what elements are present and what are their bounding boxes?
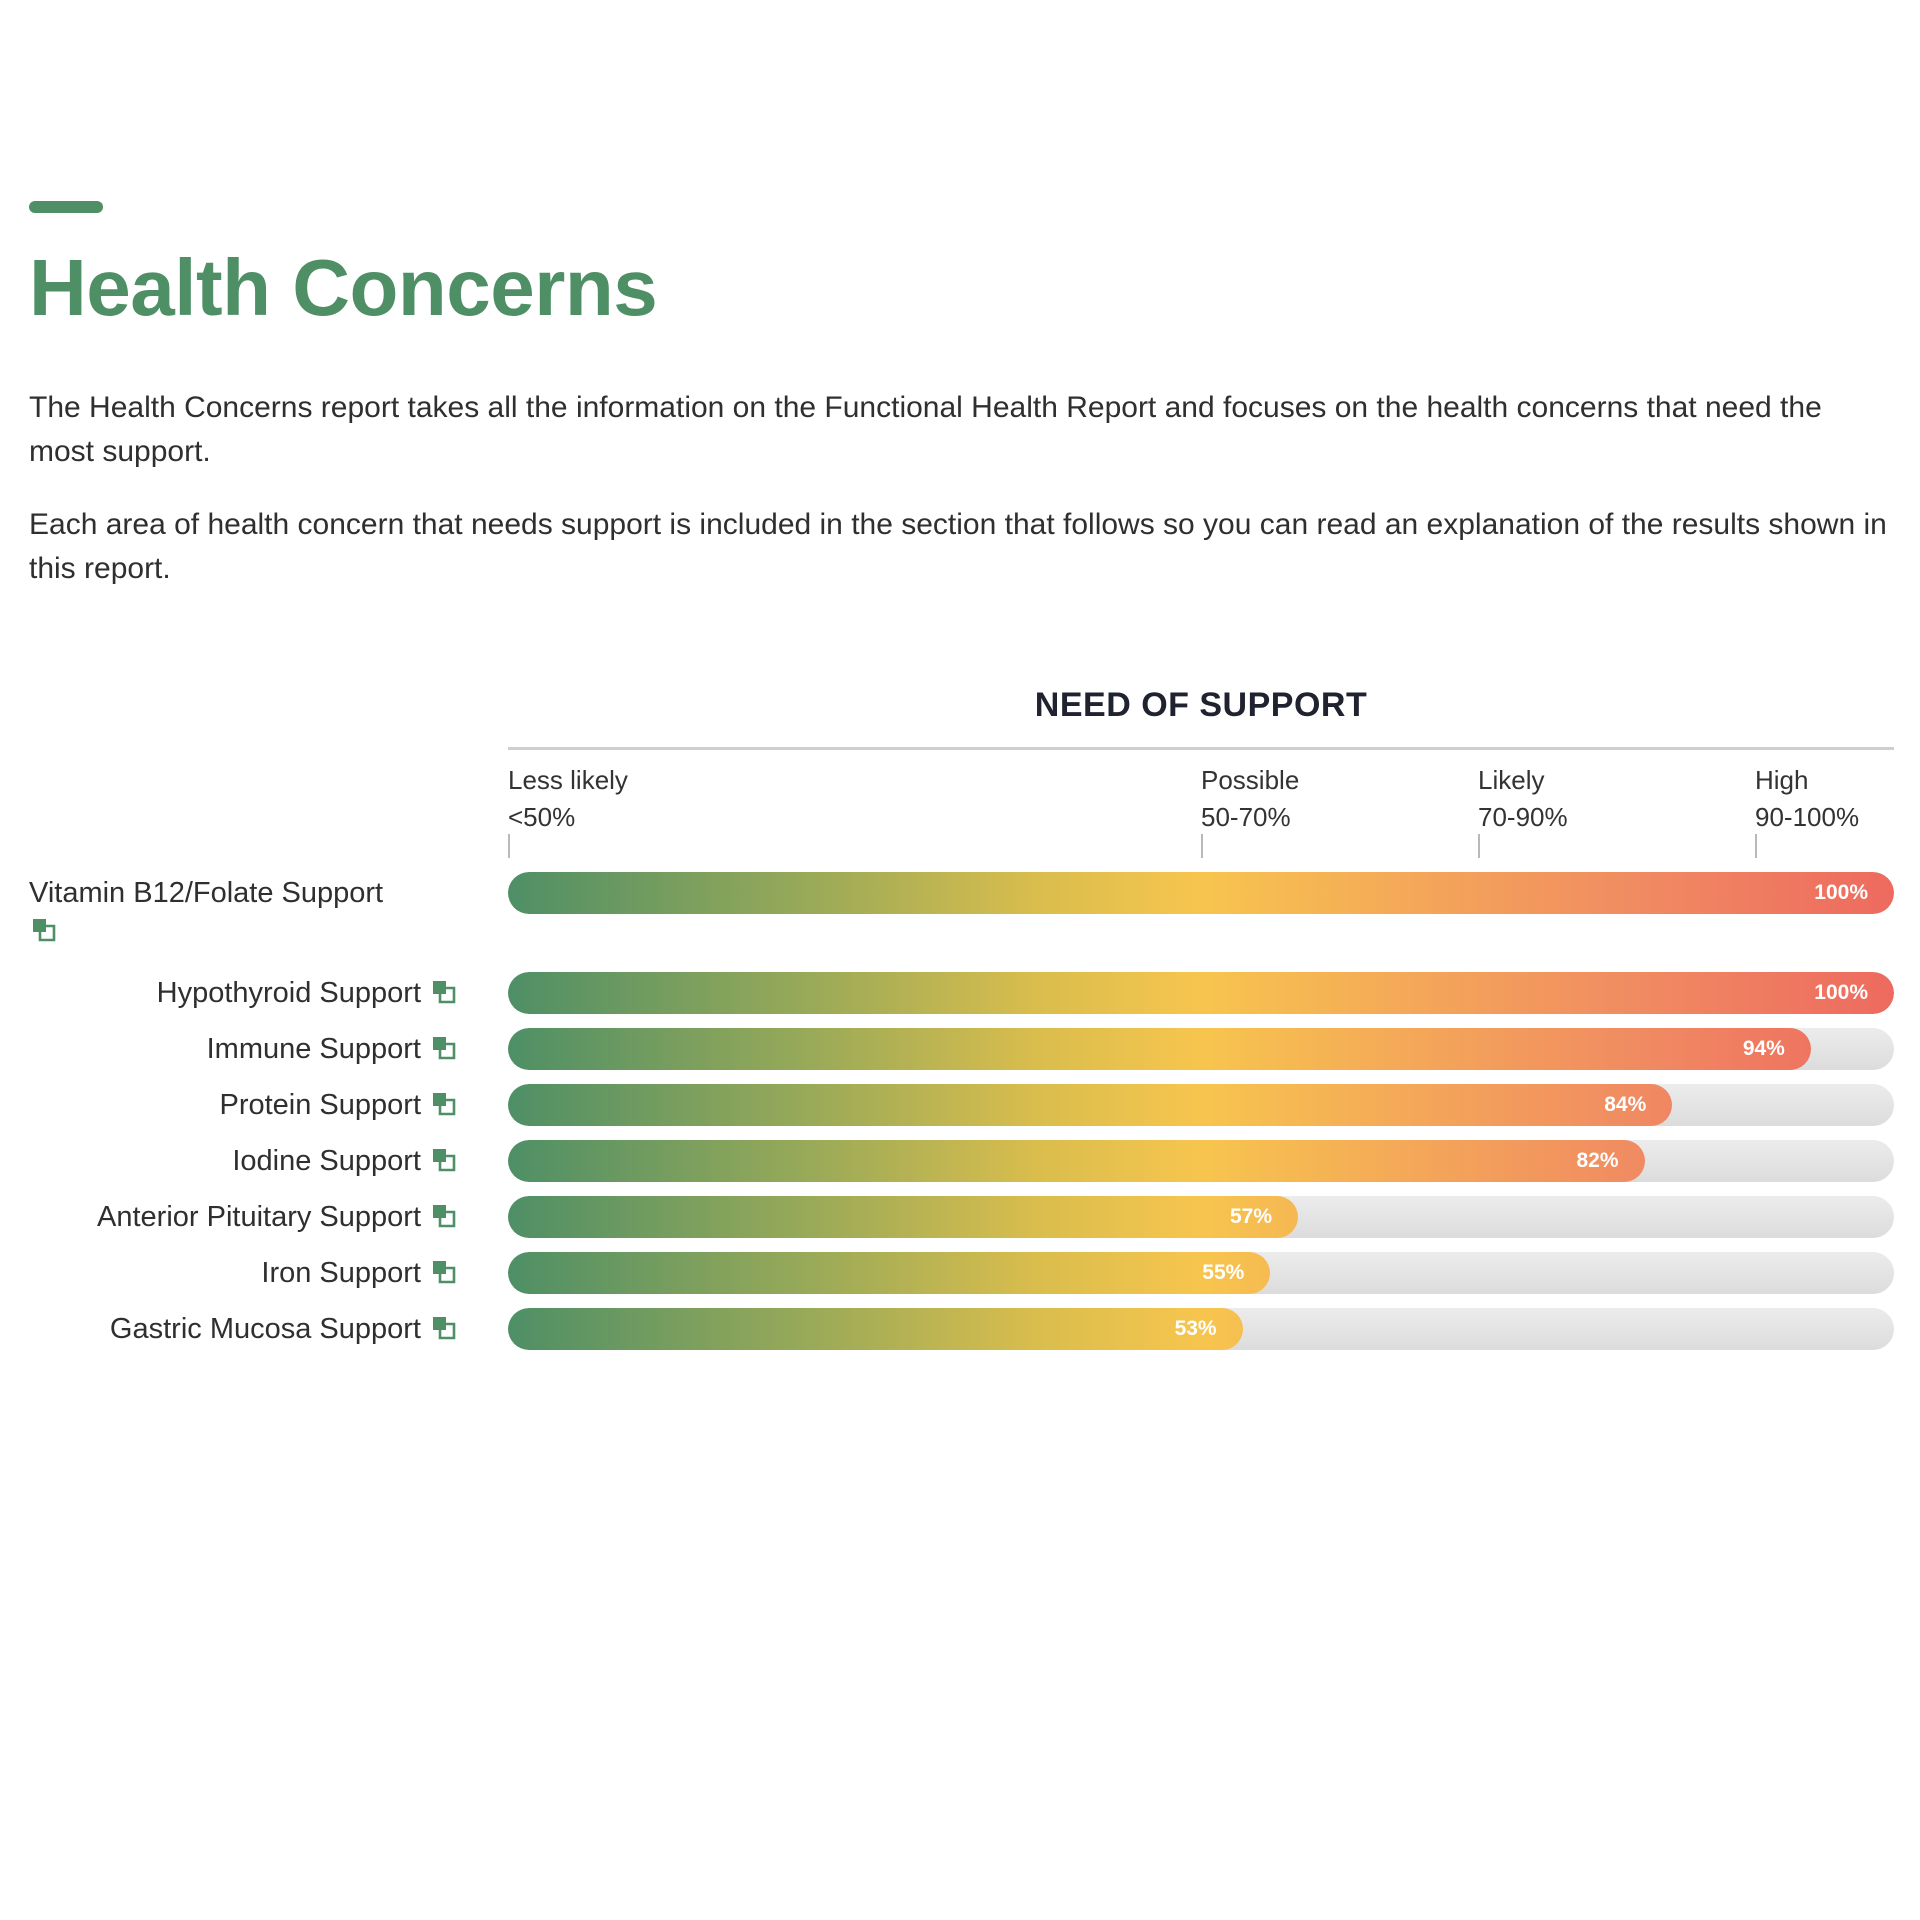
document-link-icon[interactable] bbox=[431, 1035, 457, 1061]
data-label: 55% bbox=[1202, 1261, 1245, 1284]
category-name: Anterior Pituitary Support bbox=[97, 1201, 421, 1233]
bar-track: 82% bbox=[508, 1140, 1894, 1182]
band-name: Less likely bbox=[508, 765, 628, 795]
band-tick bbox=[1478, 834, 1480, 858]
band-tick bbox=[1201, 834, 1203, 858]
category-name: Iron Support bbox=[261, 1257, 421, 1289]
category-label: Iodine Support bbox=[232, 1141, 457, 1181]
band-likely: Likely 70-90% bbox=[1478, 762, 1568, 858]
bar-track: 53% bbox=[508, 1308, 1894, 1350]
intro-paragraph-2: Each area of health concern that needs s… bbox=[29, 508, 1887, 585]
category-name: Vitamin B12/Folate Support bbox=[29, 877, 384, 909]
data-label: 82% bbox=[1576, 1149, 1619, 1172]
band-range: 50-70% bbox=[1201, 802, 1291, 832]
band-range: 90-100% bbox=[1755, 802, 1860, 832]
data-label: 84% bbox=[1604, 1093, 1647, 1116]
category-label: Anterior Pituitary Support bbox=[97, 1197, 457, 1237]
data-label: 53% bbox=[1174, 1317, 1217, 1340]
document-link-icon[interactable] bbox=[431, 1091, 457, 1117]
band-name: High bbox=[1755, 765, 1809, 795]
data-label: 100% bbox=[1814, 881, 1868, 904]
category-label: Immune Support bbox=[207, 1029, 457, 1069]
page-title: Health Concerns bbox=[29, 243, 658, 332]
band-range: <50% bbox=[508, 802, 576, 832]
bar-track: 55% bbox=[508, 1252, 1894, 1294]
category-label: Gastric Mucosa Support bbox=[110, 1309, 457, 1349]
chart-title: NEED OF SUPPORT bbox=[1034, 686, 1368, 724]
bar-track: 100% bbox=[508, 972, 1894, 1014]
category-name: Immune Support bbox=[206, 1033, 421, 1065]
bar bbox=[508, 872, 1894, 914]
category-label: Protein Support bbox=[219, 1085, 457, 1125]
title-accent-line bbox=[29, 201, 103, 213]
band-high: High 90-100% bbox=[1755, 762, 1860, 858]
bar-track: 84% bbox=[508, 1084, 1894, 1126]
intro-paragraph-1: The Health Concerns report takes all the… bbox=[29, 391, 1822, 468]
bar-track: 100% bbox=[508, 872, 1894, 914]
category-name: Protein Support bbox=[219, 1089, 421, 1121]
category-name: Gastric Mucosa Support bbox=[109, 1313, 421, 1345]
data-label: 94% bbox=[1742, 1037, 1785, 1060]
chart-header-divider bbox=[508, 747, 1894, 750]
bar bbox=[508, 1028, 1811, 1070]
bar-track: 94% bbox=[508, 1028, 1894, 1070]
band-less-likely: Less likely <50% bbox=[508, 762, 628, 858]
bar bbox=[508, 1140, 1645, 1182]
document-link-icon[interactable] bbox=[431, 1147, 457, 1173]
category-label: Iron Support bbox=[261, 1253, 457, 1293]
band-range: 70-90% bbox=[1478, 802, 1568, 832]
document-link-icon[interactable] bbox=[431, 1315, 457, 1341]
document-link-icon[interactable] bbox=[431, 979, 457, 1005]
bar bbox=[508, 1196, 1299, 1238]
band-tick bbox=[1755, 834, 1757, 858]
data-label: 100% bbox=[1814, 981, 1868, 1004]
category-label: Hypothyroid Support bbox=[157, 973, 457, 1013]
bar-track: 57% bbox=[508, 1196, 1894, 1238]
data-label: 57% bbox=[1230, 1205, 1273, 1228]
band-tick bbox=[508, 834, 510, 858]
band-name: Possible bbox=[1201, 765, 1300, 795]
band-name: Likely bbox=[1478, 765, 1545, 795]
band-possible: Possible 50-70% bbox=[1201, 762, 1300, 858]
bar bbox=[508, 1252, 1271, 1294]
category-name: Iodine Support bbox=[232, 1145, 421, 1177]
bar bbox=[508, 1084, 1673, 1126]
document-link-icon[interactable] bbox=[31, 917, 57, 943]
category-name: Hypothyroid Support bbox=[156, 977, 421, 1009]
document-link-icon[interactable] bbox=[431, 1203, 457, 1229]
category-label: Vitamin B12/Folate Support bbox=[29, 871, 469, 943]
bar bbox=[508, 972, 1894, 1014]
document-link-icon[interactable] bbox=[431, 1259, 457, 1285]
bar bbox=[508, 1308, 1243, 1350]
